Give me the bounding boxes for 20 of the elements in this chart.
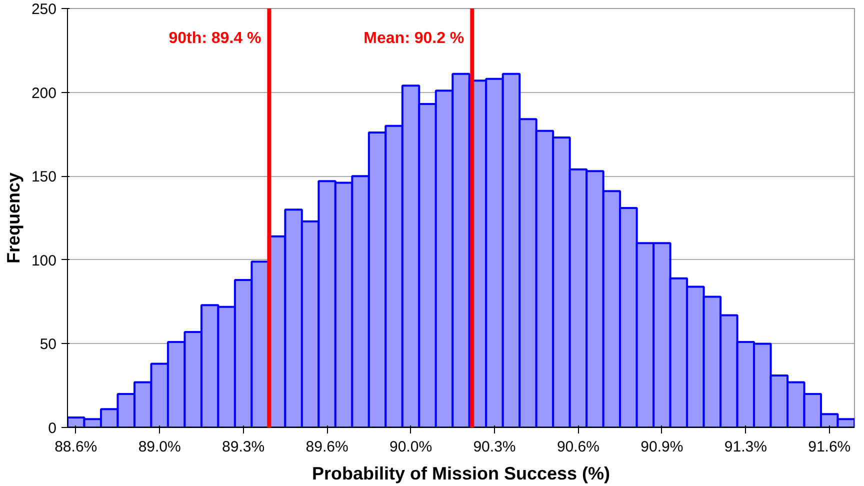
ref-line-label: 90th: 89.4 %	[168, 30, 262, 47]
x-tick-label: 90.0%	[390, 438, 432, 456]
x-tick-label: 88.6%	[54, 438, 98, 456]
x-tick-label: 90.9%	[640, 438, 684, 456]
x-tick-label: 90.3%	[473, 438, 516, 456]
x-tick-label: 89.0%	[138, 438, 181, 456]
x-tick-label: 90.6%	[556, 438, 600, 456]
y-tick-label: 100	[31, 252, 57, 270]
y-tick-label: 250	[31, 1, 57, 18]
x-tick-label: 91.6%	[808, 438, 851, 456]
x-tick-label: 89.6%	[306, 438, 348, 456]
y-tick-label: 150	[31, 168, 57, 186]
y-tick-label: 0	[48, 420, 56, 437]
y-axis-title: Frequency	[3, 172, 24, 264]
x-axis-title: Probability of Mission Success (%)	[312, 464, 610, 484]
y-tick-label: 200	[31, 84, 57, 102]
ref-line-label: Mean: 90.2 %	[364, 30, 464, 47]
x-tick-label: 91.3%	[724, 438, 767, 456]
x-tick-label: 89.3%	[222, 438, 265, 456]
y-tick-label: 50	[40, 336, 57, 354]
